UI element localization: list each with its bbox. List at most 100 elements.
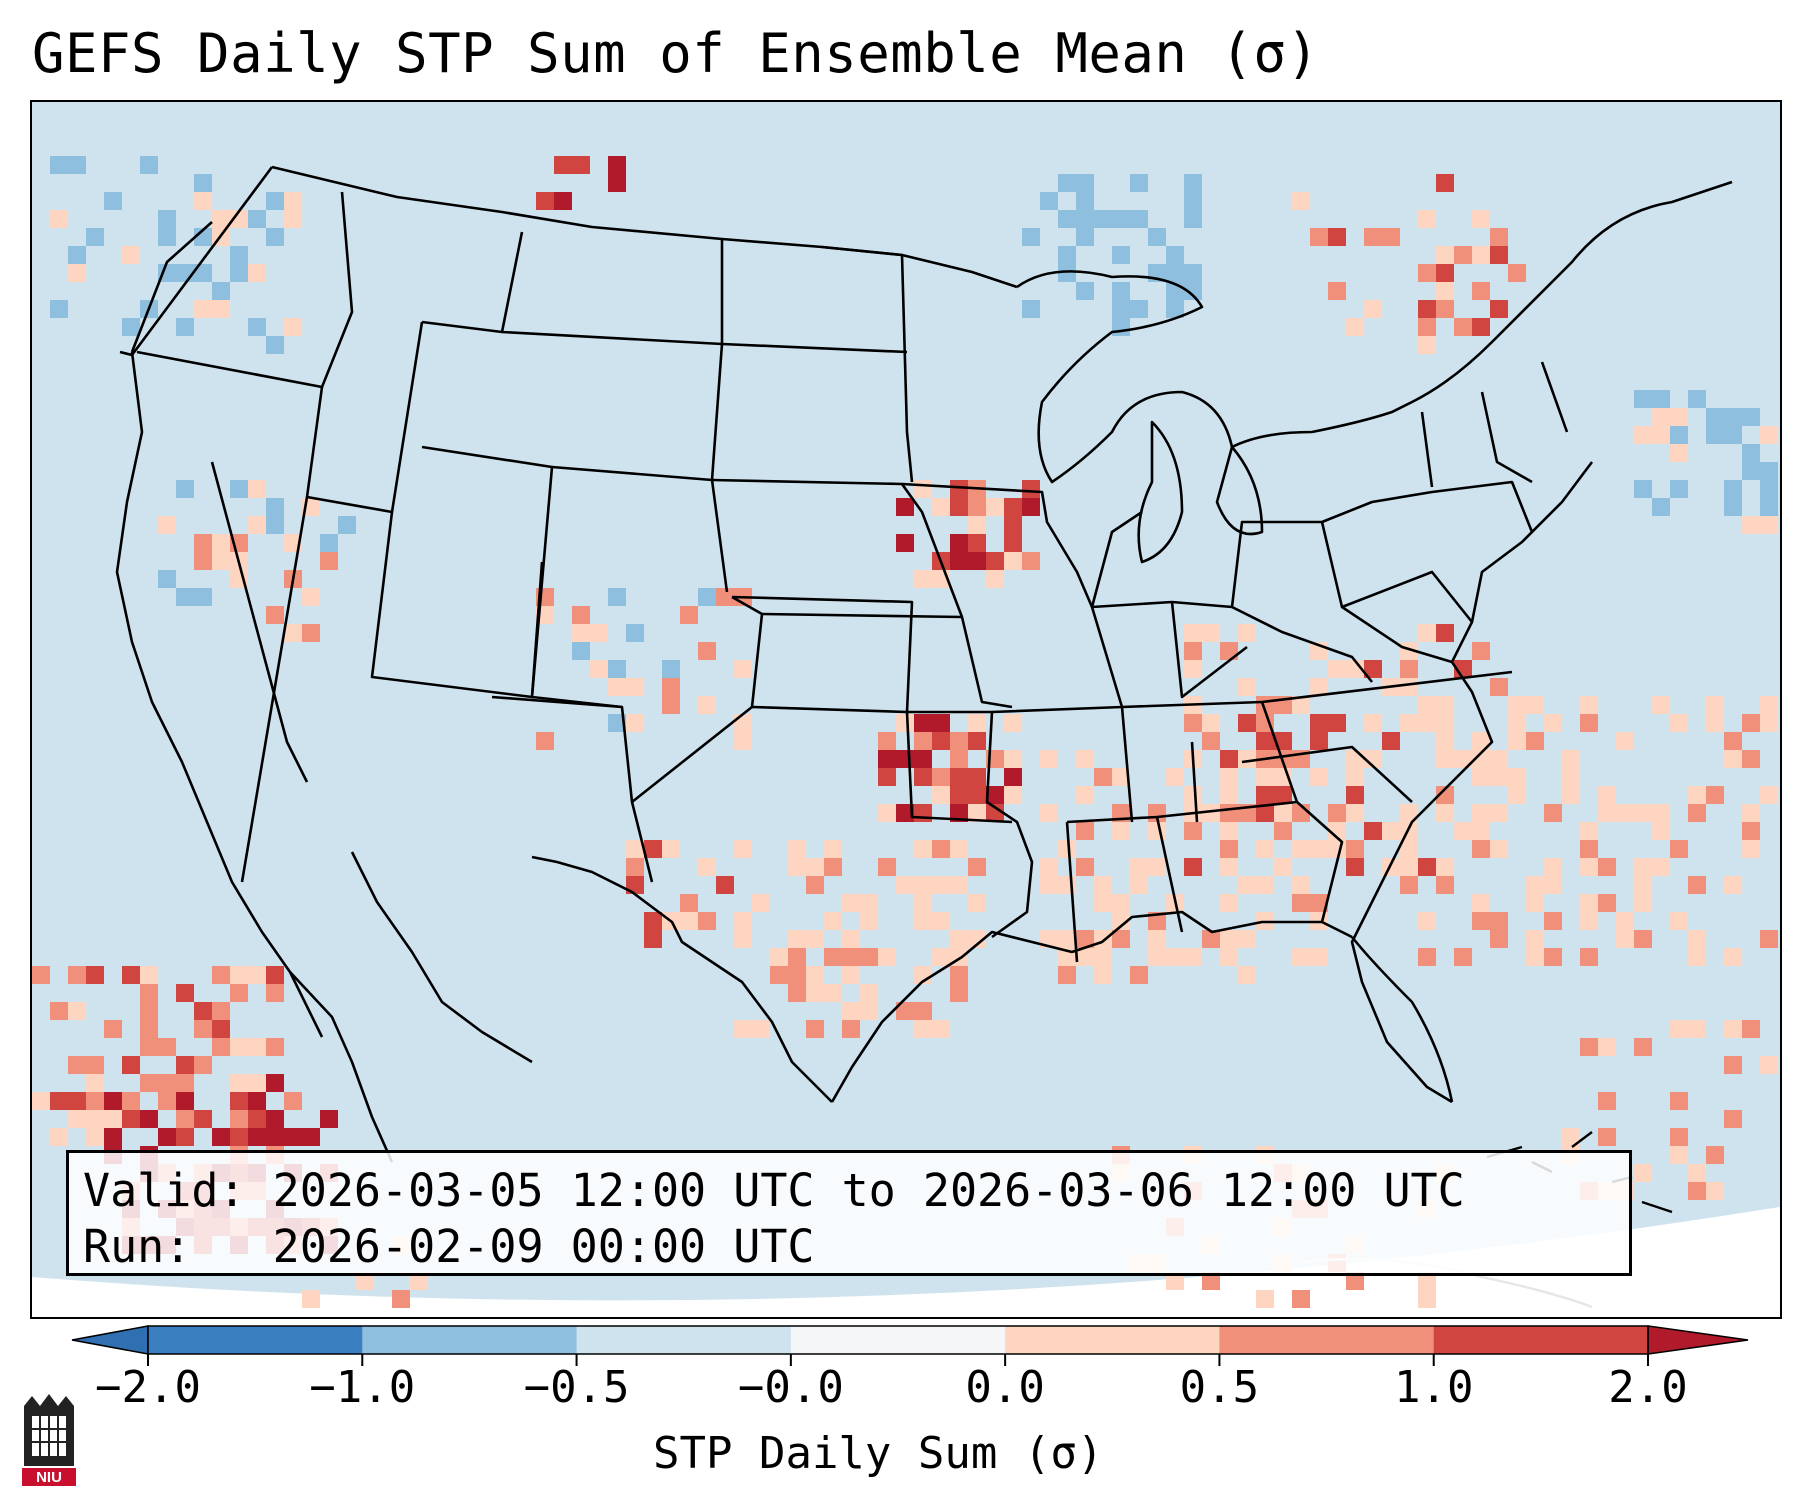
anomaly-cell <box>698 588 716 606</box>
anomaly-cell <box>1670 480 1688 498</box>
anomaly-cell <box>1490 768 1508 786</box>
anomaly-cell <box>68 1002 86 1020</box>
anomaly-cell <box>1526 696 1544 714</box>
anomaly-cell <box>1418 300 1436 318</box>
anomaly-cell <box>1310 840 1328 858</box>
anomaly-cell <box>284 210 302 228</box>
anomaly-cell <box>104 1092 122 1110</box>
anomaly-cell <box>1040 192 1058 210</box>
anomaly-cell <box>950 768 968 786</box>
anomaly-cell <box>86 1074 104 1092</box>
anomaly-cell <box>1040 858 1058 876</box>
anomaly-cell <box>1184 192 1202 210</box>
anomaly-cell <box>320 534 338 552</box>
anomaly-cell <box>1526 876 1544 894</box>
anomaly-cell <box>50 1002 68 1020</box>
anomaly-cell <box>32 966 50 984</box>
anomaly-cell <box>1022 552 1040 570</box>
anomaly-cell <box>1436 714 1454 732</box>
anomaly-cell <box>788 840 806 858</box>
anomaly-cell <box>1634 858 1652 876</box>
run-row: Run: 2026-02-09 00:00 UTC <box>83 1219 1615 1275</box>
anomaly-cell <box>1058 246 1076 264</box>
colorbar-tick-label: 0.5 <box>1179 1362 1260 1413</box>
colorbar-tick-label: −0.5 <box>523 1362 630 1413</box>
anomaly-cell <box>122 1056 140 1074</box>
anomaly-cell <box>1364 822 1382 840</box>
anomaly-cell <box>1310 768 1328 786</box>
anomaly-cell <box>1184 210 1202 228</box>
anomaly-cell <box>212 1038 230 1056</box>
anomaly-cell <box>158 1038 176 1056</box>
anomaly-cell <box>1220 840 1238 858</box>
anomaly-cell <box>230 1074 248 1092</box>
anomaly-cell <box>1076 948 1094 966</box>
anomaly-cell <box>1562 786 1580 804</box>
valid-row: Valid: 2026-03-05 12:00 UTC to 2026-03-0… <box>83 1163 1615 1219</box>
anomaly-cell <box>806 858 824 876</box>
valid-label: Valid: <box>83 1164 246 1217</box>
anomaly-cell <box>716 588 734 606</box>
anomaly-cell <box>1220 930 1238 948</box>
anomaly-cell <box>1022 300 1040 318</box>
anomaly-cell <box>1256 786 1274 804</box>
anomaly-cell <box>1364 714 1382 732</box>
anomaly-cell <box>1418 1272 1436 1290</box>
anomaly-cell <box>950 840 968 858</box>
anomaly-cell <box>1706 696 1724 714</box>
anomaly-cell <box>1670 1020 1688 1038</box>
anomaly-cell <box>968 498 986 516</box>
validity-annotation: Valid: 2026-03-05 12:00 UTC to 2026-03-0… <box>66 1150 1632 1276</box>
anomaly-cell <box>284 1092 302 1110</box>
anomaly-cell <box>824 912 842 930</box>
anomaly-cell <box>1598 1038 1616 1056</box>
anomaly-cell <box>1706 1146 1724 1164</box>
anomaly-cell <box>608 678 626 696</box>
anomaly-cell <box>1472 894 1490 912</box>
anomaly-cell <box>1652 696 1670 714</box>
anomaly-cell <box>1274 804 1292 822</box>
anomaly-cell <box>1742 1020 1760 1038</box>
anomaly-cell <box>608 588 626 606</box>
anomaly-cell <box>968 552 986 570</box>
anomaly-cell <box>176 984 194 1002</box>
anomaly-cell <box>626 624 644 642</box>
anomaly-cell <box>788 930 806 948</box>
anomaly-cell <box>266 228 284 246</box>
anomaly-cell <box>932 732 950 750</box>
anomaly-cell <box>716 876 734 894</box>
anomaly-cell <box>1274 858 1292 876</box>
anomaly-cell <box>1526 894 1544 912</box>
colorbar-outline <box>147 1325 1649 1355</box>
anomaly-cell <box>1004 714 1022 732</box>
anomaly-cell <box>1184 822 1202 840</box>
anomaly-cell <box>1652 858 1670 876</box>
map-panel <box>30 100 1782 1319</box>
anomaly-cell <box>1040 750 1058 768</box>
anomaly-cell <box>1526 930 1544 948</box>
anomaly-cell <box>50 210 68 228</box>
anomaly-cell <box>1130 876 1148 894</box>
anomaly-cell <box>1094 948 1112 966</box>
anomaly-cell <box>1562 1128 1580 1146</box>
anomaly-cell <box>950 732 968 750</box>
anomaly-cell <box>248 1092 266 1110</box>
anomaly-cell <box>1724 1110 1742 1128</box>
anomaly-cell <box>1346 858 1364 876</box>
anomaly-cell <box>626 678 644 696</box>
anomaly-cell <box>194 534 212 552</box>
anomaly-cell <box>1580 912 1598 930</box>
run-value: 2026-02-09 00:00 UTC <box>272 1220 815 1273</box>
anomaly-cell <box>1490 300 1508 318</box>
anomaly-cell <box>1328 228 1346 246</box>
anomaly-cell <box>626 840 644 858</box>
anomaly-cell <box>1076 786 1094 804</box>
anomaly-cell <box>608 156 626 174</box>
anomaly-cell <box>158 1074 176 1092</box>
anomaly-cell <box>698 642 716 660</box>
anomaly-cell <box>266 336 284 354</box>
anomaly-cell <box>338 516 356 534</box>
anomaly-cell <box>986 786 1004 804</box>
anomaly-cell <box>284 318 302 336</box>
anomaly-cell <box>878 768 896 786</box>
